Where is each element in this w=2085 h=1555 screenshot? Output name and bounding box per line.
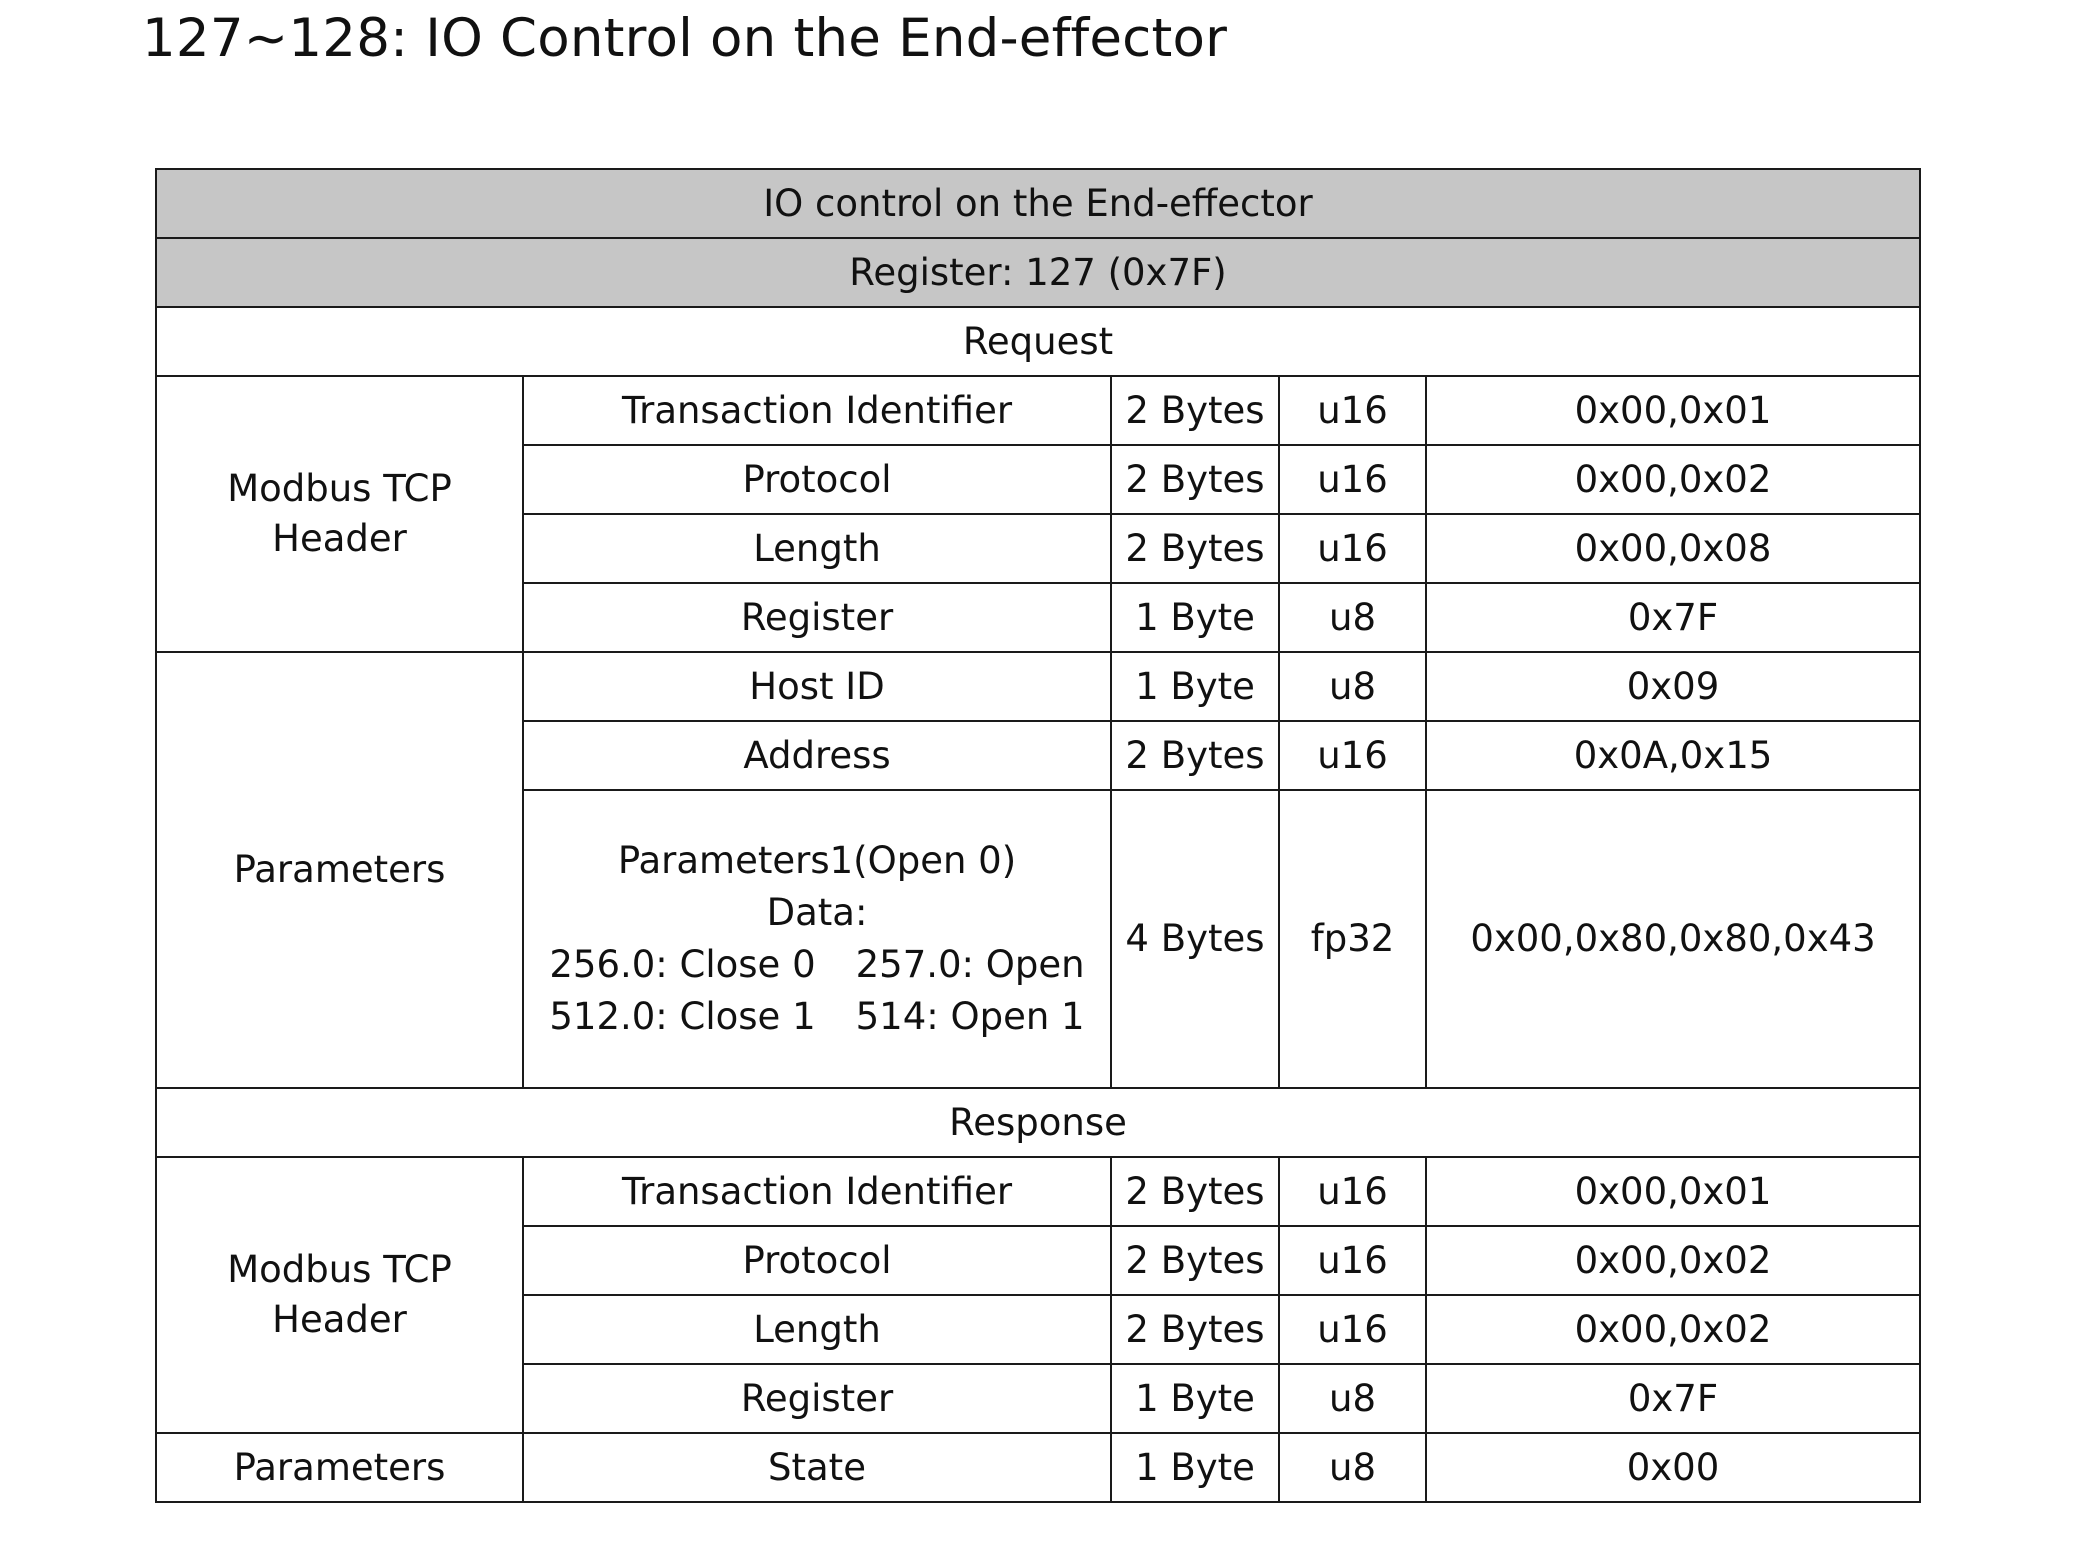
param-detail-cell: Parameters1(Open 0) Data: 256.0: Close 0… bbox=[522, 789, 1112, 1089]
field-name: Register bbox=[522, 1363, 1112, 1434]
field-type: u16 bbox=[1278, 1225, 1427, 1296]
request-label: Request bbox=[154, 306, 1922, 377]
field-type: u16 bbox=[1278, 1156, 1427, 1227]
param-option: 512.0: Close 1 bbox=[549, 994, 816, 1038]
field-size: 2 Bytes bbox=[1110, 1294, 1280, 1365]
field-name: Length bbox=[522, 513, 1112, 584]
field-size: 2 Bytes bbox=[1110, 375, 1280, 446]
field-name: Transaction Identifier bbox=[522, 1156, 1112, 1227]
field-value: 0x00,0x02 bbox=[1424, 1294, 1922, 1365]
field-name: Protocol bbox=[522, 444, 1112, 515]
request-section-row: Request bbox=[154, 306, 1922, 377]
table-row: Register 1 Byte u8 0x7F bbox=[156, 1363, 1922, 1434]
param-option: 514: Open 1 bbox=[855, 994, 1085, 1038]
param-detail-data-label: Data: bbox=[766, 891, 868, 935]
field-size: 1 Byte bbox=[1110, 1432, 1280, 1503]
field-type: fp32 bbox=[1278, 789, 1427, 1089]
field-value: 0x7F bbox=[1424, 1363, 1922, 1434]
field-size: 2 Bytes bbox=[1110, 1225, 1280, 1296]
table-row: Modbus TCP Header Transaction Identifier… bbox=[155, 375, 1922, 653]
field-name: Register bbox=[522, 582, 1112, 653]
table-row: Length 2 Bytes u16 0x00,0x02 bbox=[156, 1294, 1922, 1365]
field-size: 1 Byte bbox=[1110, 582, 1280, 653]
param-option: 256.0: Close 0 bbox=[549, 943, 816, 986]
field-value: 0x00,0x02 bbox=[1424, 1225, 1922, 1296]
table-caption: IO control on the End-effector bbox=[154, 168, 1922, 239]
request-header-group-label: Modbus TCP Header bbox=[155, 375, 524, 653]
field-size: 1 Byte bbox=[1110, 651, 1280, 722]
register-label: Register: 127 (0x7F) bbox=[154, 237, 1922, 308]
table-row: Register 1 Byte u8 0x7F bbox=[156, 582, 1922, 653]
field-value: 0x0A,0x15 bbox=[1424, 720, 1922, 791]
field-value: 0x00,0x01 bbox=[1424, 375, 1922, 446]
field-type: u16 bbox=[1278, 1294, 1427, 1365]
field-name: Address bbox=[522, 720, 1112, 791]
table-row: Parameters Host ID 1 Byte u8 0x09 bbox=[155, 651, 1922, 1089]
field-value: 0x00,0x02 bbox=[1424, 444, 1922, 515]
field-size: 4 Bytes bbox=[1110, 789, 1280, 1089]
table-row: Protocol 2 Bytes u16 0x00,0x02 bbox=[156, 1225, 1922, 1296]
request-param-group-label: Parameters bbox=[155, 651, 524, 1089]
field-type: u8 bbox=[1278, 651, 1427, 722]
field-type: u16 bbox=[1278, 513, 1427, 584]
param-option: 257.0: Open bbox=[855, 943, 1085, 986]
field-value: 0x09 bbox=[1424, 651, 1922, 722]
response-header-group-label: Modbus TCP Header bbox=[155, 1156, 524, 1434]
table-row: Length 2 Bytes u16 0x00,0x08 bbox=[156, 513, 1922, 584]
field-value: 0x00,0x01 bbox=[1424, 1156, 1922, 1227]
field-size: 2 Bytes bbox=[1110, 513, 1280, 584]
page-title: 127~128: IO Control on the End-effector bbox=[142, 8, 1228, 69]
field-type: u16 bbox=[1278, 444, 1427, 515]
field-name: Length bbox=[522, 1294, 1112, 1365]
field-value: 0x7F bbox=[1424, 582, 1922, 653]
io-control-table: IO control on the End-effector Register:… bbox=[154, 168, 1922, 1503]
field-name: Host ID bbox=[522, 651, 1112, 722]
param-detail-title: Parameters1(Open 0) bbox=[617, 839, 1017, 883]
field-type: u8 bbox=[1278, 1432, 1427, 1503]
field-value: 0x00,0x08 bbox=[1424, 513, 1922, 584]
field-name: Transaction Identifier bbox=[522, 375, 1112, 446]
field-value: 0x00 bbox=[1424, 1432, 1922, 1503]
field-type: u16 bbox=[1278, 375, 1427, 446]
param-options: 256.0: Close 0 257.0: Open 512.0: Close … bbox=[549, 939, 1084, 1043]
field-size: 2 Bytes bbox=[1110, 720, 1280, 791]
register-row: Register: 127 (0x7F) bbox=[154, 237, 1922, 308]
field-type: u8 bbox=[1278, 1363, 1427, 1434]
table-row: Parameters1(Open 0) Data: 256.0: Close 0… bbox=[156, 789, 1922, 1089]
field-size: 2 Bytes bbox=[1110, 1156, 1280, 1227]
table-row: Parameters State 1 Byte u8 0x00 bbox=[155, 1432, 1922, 1503]
response-param-group-label: Parameters bbox=[155, 1432, 524, 1503]
field-size: 2 Bytes bbox=[1110, 444, 1280, 515]
field-size: 1 Byte bbox=[1110, 1363, 1280, 1434]
field-value: 0x00,0x80,0x80,0x43 bbox=[1424, 789, 1922, 1089]
table-row: Address 2 Bytes u16 0x0A,0x15 bbox=[156, 720, 1922, 791]
field-name: Protocol bbox=[522, 1225, 1112, 1296]
response-section-row: Response bbox=[154, 1087, 1922, 1158]
response-label: Response bbox=[154, 1087, 1922, 1158]
table-row: Protocol 2 Bytes u16 0x00,0x02 bbox=[156, 444, 1922, 515]
field-type: u16 bbox=[1278, 720, 1427, 791]
field-name: State bbox=[522, 1432, 1112, 1503]
table-row: Modbus TCP Header Transaction Identifier… bbox=[155, 1156, 1922, 1434]
table-caption-row: IO control on the End-effector bbox=[154, 168, 1922, 239]
field-type: u8 bbox=[1278, 582, 1427, 653]
